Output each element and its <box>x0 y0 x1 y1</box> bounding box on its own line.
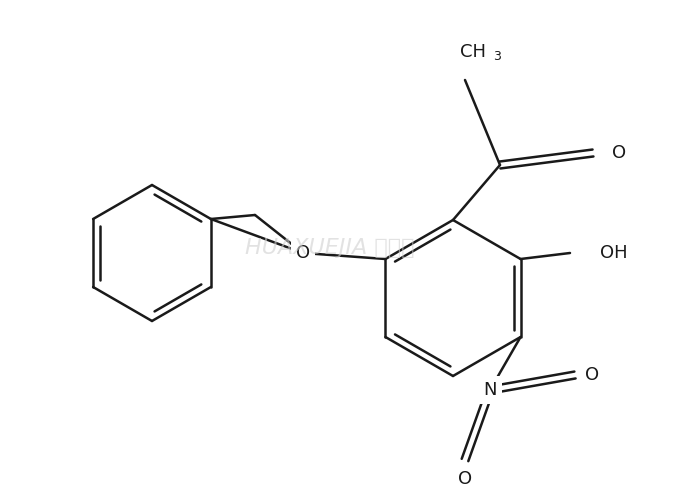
Text: O: O <box>296 244 310 262</box>
Text: O: O <box>585 366 599 384</box>
Text: O: O <box>612 144 626 162</box>
Text: HUAXUEJIA 化学家: HUAXUEJIA 化学家 <box>245 238 415 258</box>
Text: O: O <box>458 470 472 488</box>
Text: CH: CH <box>460 43 486 61</box>
Text: OH: OH <box>600 244 628 262</box>
Text: N: N <box>483 381 497 399</box>
Text: 3: 3 <box>493 50 501 62</box>
